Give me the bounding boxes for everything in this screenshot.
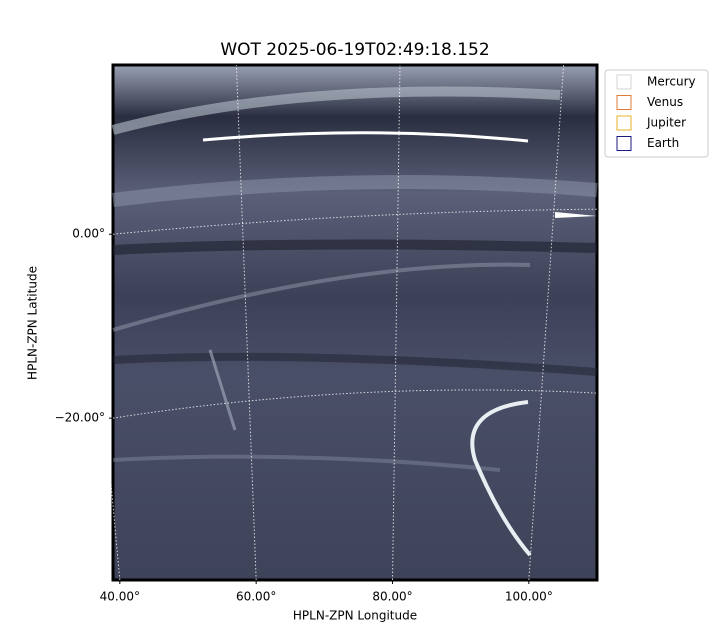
x-tick-label: 40.00° — [100, 590, 140, 604]
x-tick-label: 80.00° — [372, 590, 412, 604]
legend-label: Earth — [647, 136, 679, 150]
legend-label: Mercury — [647, 75, 696, 89]
y-axis-label: HPLN-ZPN Latitude — [26, 266, 40, 380]
legend-swatch — [616, 74, 632, 90]
grid-line — [235, 64, 257, 581]
legend-swatch — [616, 115, 632, 131]
grid-line — [391, 64, 401, 581]
grid-line — [528, 64, 565, 581]
legend-label: Jupiter — [646, 116, 686, 130]
x-tick-label: 60.00° — [236, 590, 276, 604]
grid-line — [72, 64, 121, 581]
legend-swatch — [616, 136, 632, 151]
image — [111, 63, 599, 582]
grid-line — [112, 208, 598, 235]
x-tick-label: 100.00° — [505, 590, 553, 604]
grid-line — [112, 389, 598, 419]
y-tick-label: −20.00° — [55, 411, 105, 425]
y-tick-label: 0.00° — [72, 227, 105, 241]
legend-label: Venus — [647, 95, 683, 109]
legend-swatch — [616, 95, 632, 110]
x-axis-label: HPLN-ZPN Longitude — [293, 609, 417, 623]
chart-title: WOT 2025-06-19T02:49:18.152 — [220, 40, 489, 60]
legend: Mercury Venus Jupiter Earth — [604, 69, 709, 158]
